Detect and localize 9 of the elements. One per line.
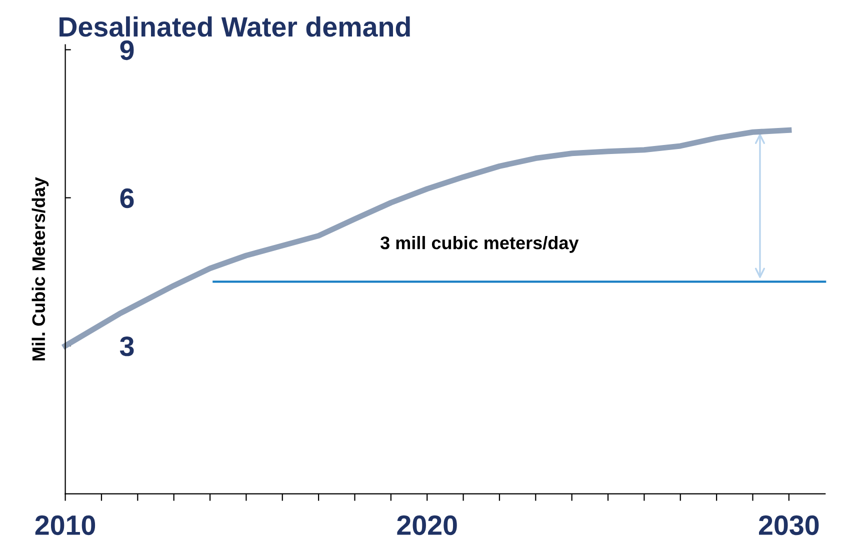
x-tick-label: 2030 xyxy=(758,515,819,536)
y-tick-label: 3 xyxy=(120,336,134,356)
y-tick-label: 6 xyxy=(120,188,134,208)
x-tick-label: 2010 xyxy=(35,515,96,536)
annotation: 3 mill cubic meters/day xyxy=(380,236,579,253)
chart-title: Desalinated Water demand xyxy=(60,16,410,37)
y-tick-label: 9 xyxy=(120,40,134,60)
y-axis-title: Mil. Cubic Meters/day xyxy=(32,177,49,360)
x-tick-label: 2020 xyxy=(397,515,457,536)
